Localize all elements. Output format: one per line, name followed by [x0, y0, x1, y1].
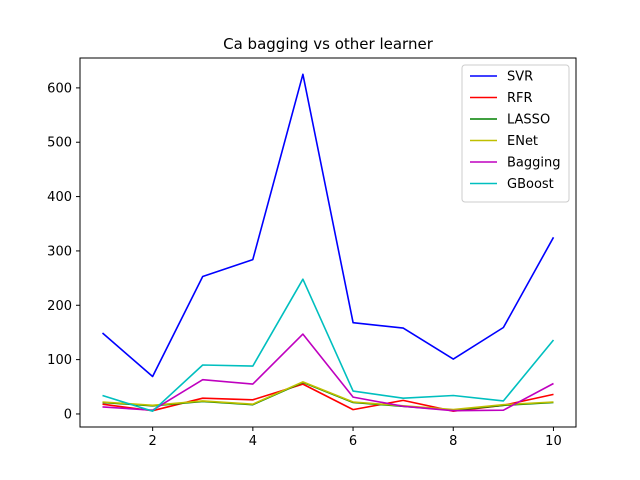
legend-label-gboost: GBoost: [507, 177, 554, 192]
y-tick-label: 400: [47, 190, 72, 205]
y-tick-label: 300: [47, 244, 72, 259]
x-tick-label: 6: [349, 434, 357, 449]
legend-label-rfr: RFR: [507, 91, 533, 106]
legend-label-enet: ENet: [507, 134, 538, 149]
y-tick-label: 100: [47, 353, 72, 368]
x-tick-label: 10: [545, 434, 562, 449]
legend-label-lasso: LASSO: [507, 113, 550, 128]
y-tick-label: 500: [47, 136, 72, 151]
x-tick-label: 8: [449, 434, 457, 449]
series-line-enet: [102, 381, 554, 411]
legend: SVR RFR LASSO ENet Bagging GBoost: [461, 64, 570, 203]
chart-title: Ca bagging vs other learner: [223, 35, 434, 53]
x-tick-label: 2: [149, 434, 157, 449]
y-tick-label: 200: [47, 299, 72, 314]
y-tick-label: 600: [47, 81, 72, 96]
x-tick-label: 4: [249, 434, 257, 449]
series-line-bagging: [102, 333, 554, 412]
series-line-svr: [101, 73, 555, 378]
y-tick-label: 0: [64, 407, 72, 422]
legend-label-bagging: Bagging: [507, 156, 561, 171]
axes-frame: [79, 57, 577, 428]
legend-label-svr: SVR: [507, 70, 533, 85]
series-line-gboost: [102, 278, 555, 413]
legend-box: [461, 64, 570, 203]
plot-area: [101, 73, 555, 413]
